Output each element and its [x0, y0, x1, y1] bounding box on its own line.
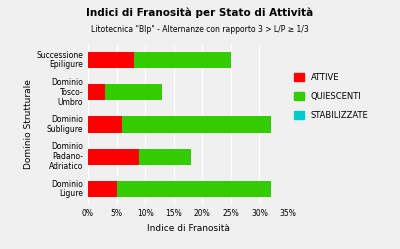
Text: Indici di Franosità per Stato di Attività: Indici di Franosità per Stato di Attivit… — [86, 7, 314, 18]
Bar — [88, 52, 134, 68]
Bar — [88, 84, 105, 100]
Bar — [88, 117, 122, 132]
Bar — [140, 149, 191, 165]
Bar — [88, 149, 140, 165]
X-axis label: Indice di Franosità: Indice di Franosità — [146, 224, 230, 233]
Bar — [105, 84, 162, 100]
Y-axis label: Dominio Strutturale: Dominio Strutturale — [24, 80, 34, 169]
Bar — [116, 181, 271, 197]
Bar — [122, 117, 271, 132]
Text: Litotecnica "Blp" - Alternanze con rapporto 3 > L/P ≥ 1/3: Litotecnica "Blp" - Alternanze con rappo… — [91, 25, 309, 34]
Legend: ATTIVE, QUIESCENTI, STABILIZZATE: ATTIVE, QUIESCENTI, STABILIZZATE — [294, 73, 368, 120]
Bar — [88, 181, 116, 197]
Bar — [134, 52, 231, 68]
